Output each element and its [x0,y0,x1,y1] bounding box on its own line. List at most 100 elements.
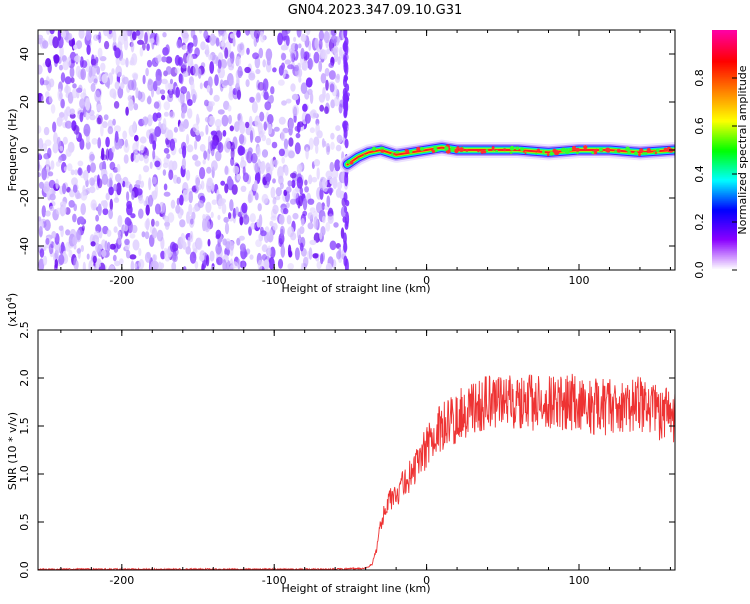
noise-blob [130,41,135,53]
signal-band [339,139,675,173]
signal-speckle [638,153,641,157]
noise-blob [69,113,76,119]
signal-speckle [363,154,366,157]
noise-blob [102,208,109,216]
snr-panel: -200 -100 0 100 0.0 0.5 1.0 1.5 2.0 2.5 Height o… [5,293,676,595]
noise-blob [238,133,245,145]
noise-blob [343,240,348,253]
colorbar-cell [712,74,737,77]
noise-blob [164,249,171,262]
signal-speckle [598,147,603,152]
noise-blob [45,91,50,99]
noise-blob [209,250,215,262]
noise-blob [224,140,231,153]
noise-blob [299,242,304,252]
noise-blob [113,183,118,192]
noise-blob [131,224,138,234]
snr-series [38,373,675,570]
noise-blob [217,59,222,70]
noise-blob [344,220,349,230]
noise-blob [280,228,284,237]
noise-blob [278,148,285,157]
noise-blob [218,30,222,37]
colorbar-cell [712,200,737,203]
colorbar-cell [712,152,737,155]
colorbar-cell [712,242,737,245]
colorbar-cell [712,204,737,207]
colorbar-cell [712,118,737,121]
noise-blob [265,137,272,146]
noise-blob [55,207,62,215]
noise-blob [220,59,227,69]
noise-blob [288,118,294,130]
noise-blob [343,127,348,139]
noise-blob [167,82,174,90]
noise-blob [229,199,234,212]
x-tick-label: 100 [568,274,589,287]
noise-blob [258,214,263,228]
noise-blob [190,218,194,225]
noise-blob [57,36,64,49]
noise-blob [189,251,197,264]
noise-blob [171,253,178,263]
noise-blob [209,33,216,46]
noise-blob [55,178,59,190]
noise-blob [253,180,258,191]
noise-blob [117,230,121,236]
noise-blob [107,119,114,129]
noise-blob [296,176,303,189]
colorbar-cell [712,218,737,221]
noise-blob [163,183,168,191]
noise-blob [222,238,227,246]
signal-speckle [576,151,579,155]
noise-blob [329,83,335,93]
noise-blob [215,150,222,162]
noise-blob [157,54,162,63]
noise-blob [129,233,136,239]
noise-blob [208,101,215,107]
noise-blob [248,226,252,236]
noise-blob [262,59,267,68]
noise-blob [138,197,144,204]
noise-blob [144,219,150,230]
noise-blob [240,156,245,162]
signal-speckle [554,151,558,155]
noise-blob [224,47,229,59]
noise-blob [156,229,164,242]
noise-blob [89,153,95,161]
noise-blob [228,114,232,125]
noise-blob [117,215,123,228]
noise-blob [144,231,150,240]
noise-blob [290,172,297,179]
noise-blob [64,76,72,85]
noise-blob [148,177,152,191]
colorbar-cell [712,58,737,61]
noise-blob [154,184,158,198]
noise-blob [176,39,182,49]
noise-blob [227,105,232,112]
noise-blob [72,213,77,223]
noise-blob [50,104,56,114]
colorbar-cell [712,222,737,225]
noise-blob [296,121,301,134]
noise-blob [59,145,64,152]
colorbar-cell [712,214,737,217]
signal-speckle [656,148,660,153]
signal-speckle [583,145,588,150]
signal-speckle [593,149,597,153]
noise-blob [101,73,108,84]
signal-speckle [420,146,424,151]
noise-blob [298,76,302,83]
noise-blob [73,203,77,212]
noise-blob [145,204,150,216]
noise-blob [316,261,322,270]
noise-blob [211,54,219,64]
noise-blob [42,40,49,49]
signal-speckle [380,149,385,153]
noise-blob [85,141,91,150]
colorbar-cell [712,186,737,189]
noise-blob [262,78,269,92]
colorbar-cell [712,250,737,253]
noise-blob [221,40,225,47]
noise-blob [105,148,110,161]
